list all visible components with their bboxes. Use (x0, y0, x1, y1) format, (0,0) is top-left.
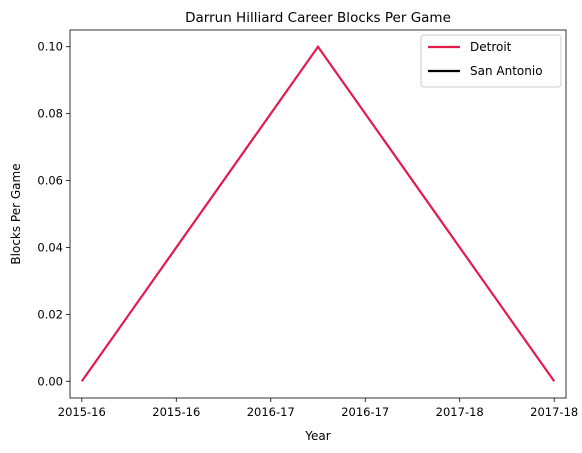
legend-label-detroit: Detroit (470, 40, 512, 54)
x-axis-label: Year (304, 429, 330, 443)
x-axis: 2015-16 2015-16 2016-17 2016-17 2017-18 2017-… (58, 398, 578, 419)
y-tick-label: 0.08 (37, 107, 63, 121)
series-lines (80, 44, 556, 382)
plot-area (69, 29, 567, 399)
x-tick-label: 2017-18 (436, 405, 484, 419)
x-tick-label: 2015-16 (58, 405, 106, 419)
chart-title: Darrun Hilliard Career Blocks Per Game (185, 10, 451, 26)
legend-label-san-antonio: San Antonio (470, 64, 543, 78)
y-tick-label: 0.00 (37, 374, 63, 388)
y-tick-label: 0.06 (37, 174, 63, 188)
legend: Detroit San Antonio (420, 34, 562, 88)
x-tick-label: 2016-17 (247, 405, 295, 419)
series-line-detroit (80, 44, 556, 382)
x-tick-label: 2017-18 (530, 405, 578, 419)
x-tick-label: 2016-17 (341, 405, 389, 419)
y-axis: 0.00 0.02 0.04 0.06 0.08 0.10 (37, 40, 70, 388)
y-tick-label: 0.04 (37, 240, 63, 254)
y-axis-label: Blocks Per Game (9, 163, 23, 264)
x-tick-label: 2015-16 (152, 405, 200, 419)
y-tick-label: 0.02 (37, 307, 63, 321)
y-tick-label: 0.10 (37, 40, 63, 54)
